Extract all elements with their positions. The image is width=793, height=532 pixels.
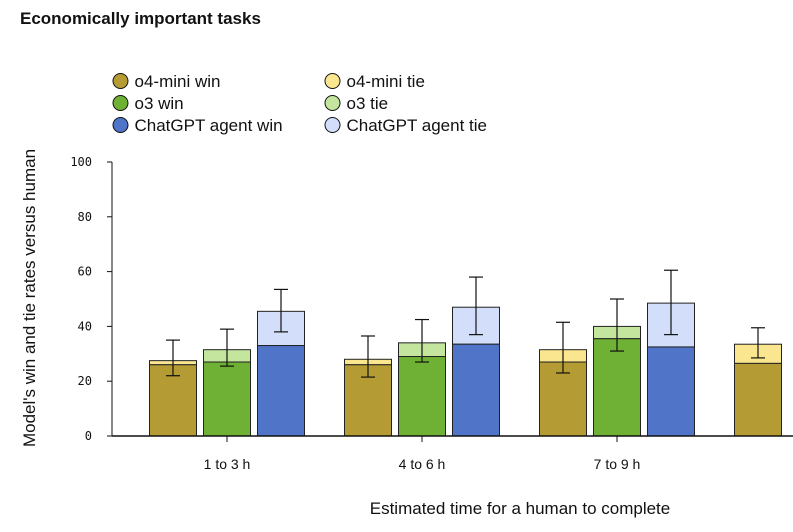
legend-label: o4-mini win	[135, 72, 221, 91]
y-tick-label: 40	[78, 319, 92, 333]
x-axis-title: Estimated time for a human to complete	[370, 499, 670, 518]
x-tick-label: 4 to 6 h	[399, 456, 446, 472]
legend-label: ChatGPT agent win	[135, 116, 283, 135]
bar-win-segment	[257, 345, 305, 437]
bar-win-segment	[647, 346, 695, 437]
y-tick-label: 60	[78, 265, 92, 279]
legend-marker	[324, 117, 341, 133]
error-bars	[166, 269, 765, 378]
bar-win-segment	[593, 338, 641, 437]
legend-marker	[112, 95, 129, 111]
legend-marker	[324, 95, 341, 111]
y-axis-title: Model's win and tie rates versus human	[20, 149, 39, 447]
legend-label: o3 win	[135, 94, 184, 113]
legend-marker	[324, 73, 341, 89]
y-tick-label: 0	[85, 429, 92, 443]
legend-marker	[112, 73, 129, 89]
legend-label: o3 tie	[347, 94, 389, 113]
legend-marker	[112, 117, 129, 133]
page-title: Economically important tasks	[20, 9, 261, 28]
y-axis-ticks: 0 20 40 60 80 100	[70, 155, 112, 443]
legend-label: o4-mini tie	[347, 72, 425, 91]
bar-win-segment	[203, 361, 251, 437]
bars	[149, 302, 782, 437]
bar-win-segment	[398, 356, 446, 437]
y-tick-label: 100	[70, 155, 92, 169]
y-tick-label: 20	[78, 374, 92, 388]
legend: o4-mini win o4-mini tie o3 win o3 tie ChatGP…	[112, 72, 488, 135]
bar-win-segment	[452, 343, 500, 437]
x-tick-label: 1 to 3 h	[204, 456, 251, 472]
axes	[111, 162, 793, 437]
x-axis-ticks: 1 to 3 h 4 to 6 h 7 to 9 h	[204, 436, 641, 472]
bar-win-segment	[734, 362, 782, 437]
y-tick-label: 80	[78, 210, 92, 224]
legend-label: ChatGPT agent tie	[347, 116, 488, 135]
x-tick-label: 7 to 9 h	[594, 456, 641, 472]
bar-win-segment	[539, 361, 587, 437]
